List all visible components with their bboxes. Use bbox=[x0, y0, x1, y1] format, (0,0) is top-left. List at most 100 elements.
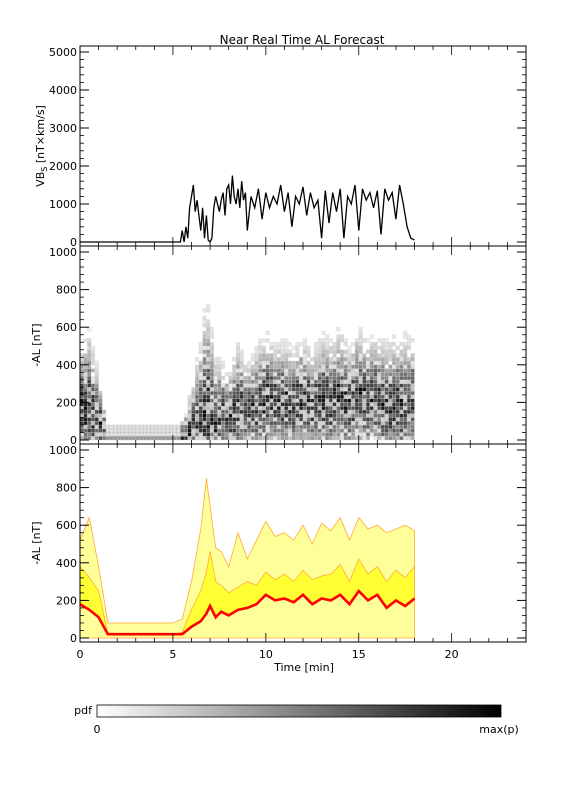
pdf-bin bbox=[287, 383, 292, 388]
pdf-bin bbox=[287, 353, 292, 358]
pdf-bin bbox=[302, 398, 307, 403]
pdf-bin bbox=[87, 353, 92, 358]
pdf-bin bbox=[265, 390, 270, 396]
pdf-bin bbox=[306, 349, 311, 354]
pdf-bin bbox=[358, 360, 363, 365]
pdf-bin bbox=[91, 428, 96, 433]
pdf-bin bbox=[83, 338, 88, 343]
pdf-bin bbox=[191, 406, 196, 411]
pdf-bin bbox=[213, 383, 218, 388]
pdf-bin bbox=[94, 428, 99, 433]
pdf-bin bbox=[94, 406, 99, 411]
pdf-bin bbox=[343, 417, 348, 422]
pdf-bin bbox=[358, 424, 363, 429]
pdf-bin bbox=[209, 402, 214, 407]
pdf-bin bbox=[258, 436, 263, 441]
pdf-bin bbox=[347, 390, 352, 396]
pdf-bin bbox=[280, 398, 285, 403]
pdf-bin bbox=[102, 428, 107, 433]
pdf-bin bbox=[373, 402, 378, 407]
pdf-bin bbox=[373, 353, 378, 358]
pdf-bin bbox=[310, 357, 315, 362]
pdf-bin bbox=[325, 372, 330, 377]
pdf-bin bbox=[280, 349, 285, 354]
pdf-bin bbox=[213, 375, 218, 381]
pdf-bin bbox=[325, 432, 330, 437]
pdf-bin bbox=[217, 360, 222, 365]
pdf-bin bbox=[276, 402, 281, 407]
pdf-bin bbox=[302, 387, 307, 392]
pdf-bin bbox=[354, 398, 359, 403]
pdf-bin bbox=[295, 421, 300, 426]
pdf-bin bbox=[332, 372, 337, 377]
pdf-bin bbox=[362, 402, 367, 407]
pdf-bin bbox=[228, 372, 233, 377]
pdf-bin bbox=[124, 432, 129, 437]
pdf-bin bbox=[157, 436, 163, 441]
pdf-bin bbox=[406, 402, 411, 407]
pdf-bin bbox=[195, 417, 200, 422]
pdf-bin bbox=[373, 394, 378, 399]
pdf-bin bbox=[224, 417, 229, 422]
pdf-bin bbox=[313, 436, 318, 441]
pdf-bin bbox=[206, 308, 211, 313]
pdf-bin bbox=[273, 390, 278, 396]
pdf-bin bbox=[91, 387, 96, 392]
pdf-bin bbox=[325, 353, 330, 358]
pdf-bin bbox=[254, 364, 259, 369]
pdf-bin bbox=[321, 357, 326, 362]
pdf-bin bbox=[392, 368, 397, 373]
pdf-bin bbox=[232, 428, 237, 433]
pdf-bin bbox=[187, 436, 192, 441]
pdf-bin bbox=[258, 379, 263, 384]
pdf-bin bbox=[332, 379, 337, 384]
pdf-bin bbox=[98, 417, 103, 422]
pdf-bin bbox=[206, 323, 211, 328]
pdf-bin bbox=[295, 409, 300, 414]
pdf-bin bbox=[276, 390, 281, 396]
pdf-bin bbox=[113, 428, 118, 433]
pdf-bin bbox=[202, 428, 207, 433]
pdf-bin bbox=[354, 383, 359, 388]
pdf-bin bbox=[224, 409, 229, 414]
pdf-bin bbox=[273, 345, 278, 350]
pdf-bin bbox=[373, 424, 378, 429]
pdf-bin bbox=[265, 357, 270, 362]
pdf-bin bbox=[380, 390, 385, 396]
x-tick-label: 20 bbox=[445, 648, 459, 661]
pdf-bin bbox=[232, 357, 237, 362]
pdf-bin bbox=[146, 432, 151, 437]
pdf-bin bbox=[261, 349, 266, 354]
pdf-bin bbox=[321, 409, 326, 414]
pdf-bin bbox=[98, 402, 103, 407]
pdf-bin bbox=[369, 402, 374, 407]
pdf-bin bbox=[388, 357, 393, 362]
pdf-bin bbox=[116, 428, 122, 433]
pdf-bin bbox=[325, 421, 330, 426]
pdf-bin bbox=[202, 436, 207, 441]
pdf-bin bbox=[91, 406, 96, 411]
pdf-bin bbox=[384, 353, 389, 358]
pdf-bin bbox=[395, 368, 400, 373]
pdf-bin bbox=[362, 372, 367, 377]
pdf-bin bbox=[261, 417, 266, 422]
pdf-bin bbox=[373, 390, 378, 396]
pdf-bin bbox=[247, 368, 252, 373]
pdf-bin bbox=[187, 421, 192, 426]
pdf-bin bbox=[258, 368, 263, 373]
pdf-bin bbox=[239, 379, 244, 384]
pdf-bin bbox=[392, 383, 397, 388]
pdf-bin bbox=[340, 375, 345, 381]
pdf-bin bbox=[273, 357, 278, 362]
pdf-bin bbox=[403, 357, 408, 362]
pdf-bin bbox=[206, 413, 211, 418]
pdf-bin bbox=[340, 428, 345, 433]
x-axis-label: Time [min] bbox=[273, 661, 334, 674]
pdf-bin bbox=[295, 368, 300, 373]
pdf-bin bbox=[280, 413, 285, 418]
pdf-bin bbox=[317, 394, 322, 399]
pdf-bin bbox=[395, 394, 400, 399]
pdf-bin bbox=[250, 424, 255, 429]
